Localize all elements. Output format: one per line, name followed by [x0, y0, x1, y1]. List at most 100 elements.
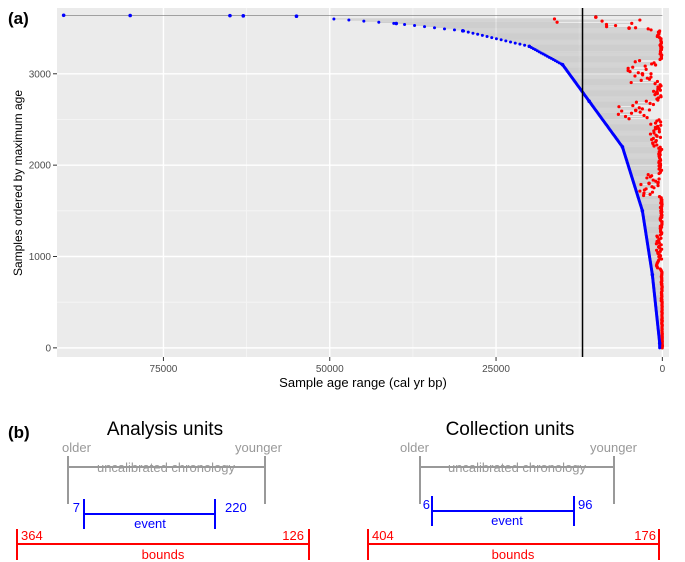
minimum-age-point	[552, 17, 557, 21]
bounds-end-value: 126	[282, 528, 304, 543]
maximum-age-point	[228, 13, 232, 18]
older-label: older	[62, 440, 92, 455]
maximum-age-point	[332, 17, 336, 21]
y-tick-label: 3000	[29, 69, 52, 80]
minimum-age-point	[657, 254, 661, 259]
minimum-age-point	[648, 101, 652, 105]
minimum-age-point	[642, 191, 646, 195]
minimum-age-point	[659, 123, 663, 127]
minimum-age-point	[604, 22, 609, 27]
diagram-title: Collection units	[446, 419, 575, 440]
event-label: event	[134, 516, 166, 531]
minimum-age-point	[633, 108, 638, 113]
x-tick-label: 0	[660, 364, 666, 375]
minimum-age-point	[643, 64, 647, 68]
minimum-age-point	[649, 72, 653, 76]
minimum-age-point	[651, 136, 655, 141]
minimum-age-point	[638, 189, 642, 193]
x-tick-label: 25000	[482, 364, 510, 375]
minimum-age-point	[658, 83, 662, 87]
minimum-age-point	[650, 174, 654, 178]
minimum-age-point	[658, 145, 662, 149]
maximum-age-point	[471, 31, 475, 35]
event-label: event	[491, 513, 523, 528]
maximum-age-point	[466, 30, 470, 34]
event-start-value: 6	[423, 497, 430, 512]
minimum-age-point	[656, 96, 661, 100]
plot-background	[57, 8, 669, 357]
minimum-age-point	[627, 26, 631, 30]
panel-b-label: (b)	[8, 423, 30, 442]
minimum-age-point	[639, 78, 643, 82]
minimum-age-point	[650, 62, 654, 66]
minimum-age-point	[555, 20, 559, 24]
maximum-age-point	[485, 35, 489, 39]
minimum-age-point	[647, 108, 652, 112]
minimum-age-point	[631, 65, 635, 69]
maximum-age-point	[413, 24, 417, 28]
younger-label: younger	[235, 440, 283, 455]
bounds-start-value: 364	[21, 528, 43, 543]
maximum-age-point	[560, 62, 565, 67]
minimum-age-point	[650, 190, 655, 194]
bounds-start-value: 404	[372, 528, 394, 543]
minimum-age-point	[620, 109, 624, 113]
series-minimum-age-points	[552, 15, 665, 350]
axis-ticks: 75000 50000 25000 0 0 1000 2000 3000	[29, 69, 666, 375]
minimum-age-point	[654, 179, 658, 183]
minimum-age-point	[646, 173, 650, 177]
maximum-age-point	[442, 27, 446, 31]
x-tick-label: 75000	[150, 364, 178, 375]
minimum-age-point	[653, 93, 657, 97]
minimum-age-point	[655, 143, 659, 147]
minimum-age-point	[659, 44, 663, 49]
minimum-age-point	[600, 19, 604, 23]
maximum-age-point	[490, 36, 494, 40]
minimum-age-point	[627, 117, 631, 121]
minimum-age-point	[651, 102, 656, 107]
minimum-age-point	[645, 76, 649, 80]
minimum-age-point	[638, 110, 642, 114]
maximum-age-point	[241, 14, 246, 18]
maximum-age-point	[423, 25, 427, 29]
maximum-age-point	[494, 37, 498, 41]
maximum-age-point	[347, 18, 351, 22]
gridlines	[57, 8, 669, 357]
minimum-age-point	[640, 71, 645, 76]
minimum-age-point	[637, 106, 641, 110]
minimum-age-point	[639, 182, 643, 187]
minimum-age-point	[655, 79, 660, 84]
minimum-age-point	[648, 132, 653, 136]
maximum-age-point	[523, 43, 527, 47]
minimum-age-point	[616, 112, 620, 116]
minimum-age-point	[645, 116, 649, 120]
minimum-age-point	[642, 113, 646, 118]
minimum-age-point	[657, 177, 661, 181]
minimum-age-point	[653, 126, 658, 131]
minimum-age-point	[653, 82, 657, 86]
minimum-age-point	[617, 105, 621, 109]
maximum-age-point	[392, 21, 396, 25]
y-tick-label: 1000	[29, 252, 52, 263]
minimum-age-point	[655, 90, 659, 94]
maximum-age-point	[480, 33, 484, 37]
minimum-age-point	[630, 21, 634, 25]
minimum-age-point	[659, 236, 663, 240]
minimum-age-point	[658, 135, 663, 139]
minimum-age-point	[657, 194, 662, 199]
minimum-age-point	[648, 192, 652, 196]
minimum-age-point	[651, 141, 655, 145]
minimum-age-point	[649, 75, 653, 79]
minimum-age-point	[655, 234, 659, 238]
event-end-value: 220	[225, 500, 247, 515]
minimum-age-point	[659, 94, 663, 98]
bounds-label: bounds	[142, 547, 185, 562]
event-end-value: 96	[578, 497, 592, 512]
maximum-age-point	[640, 209, 645, 213]
minimum-age-point	[659, 282, 664, 286]
minimum-age-point	[659, 209, 663, 213]
maximum-age-point	[504, 39, 508, 43]
collection-units-diagram: Collection units older younger uncalibra…	[367, 419, 660, 562]
chronology-label: uncalibrated chronology	[448, 460, 587, 475]
